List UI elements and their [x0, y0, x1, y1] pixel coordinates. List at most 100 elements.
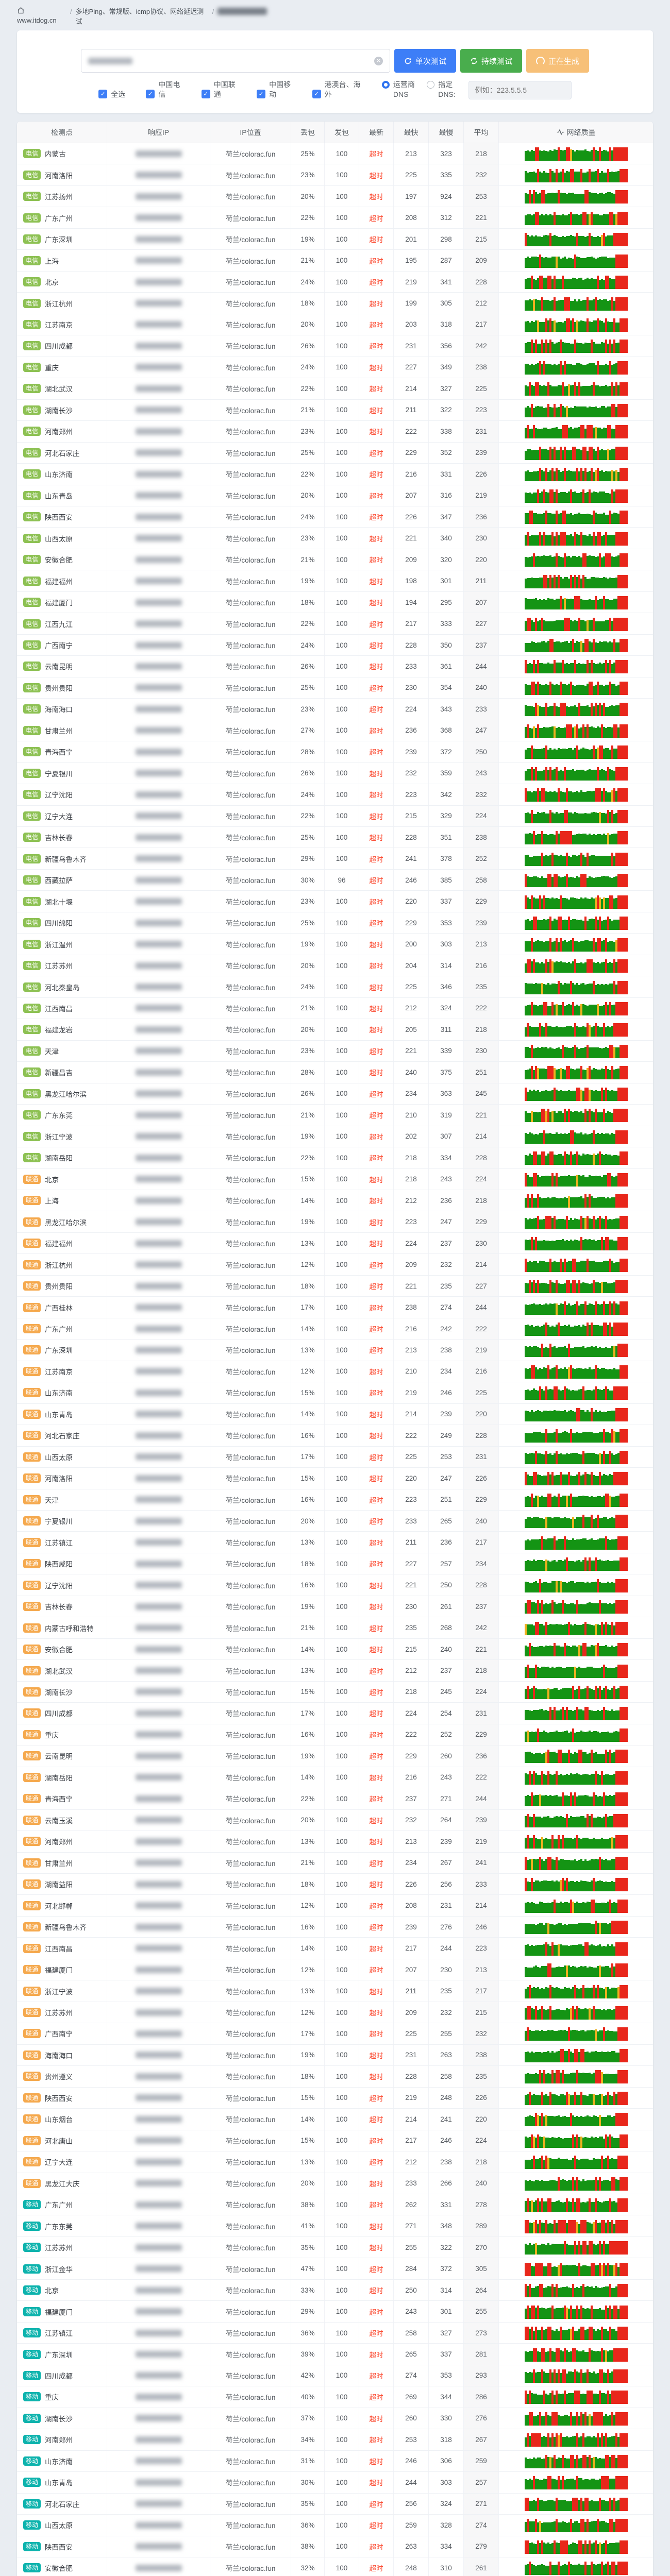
cell-loss: 14%	[291, 1190, 325, 1211]
cell-fastest: 218	[394, 1681, 429, 1703]
cell-response-ip	[107, 2322, 210, 2344]
cell-ip-location: 荷兰/colorac.fun	[210, 1724, 291, 1745]
cell-fastest: 231	[394, 2044, 429, 2066]
cell-average: 218	[464, 1660, 499, 1681]
cell-latest: 超时	[359, 1788, 394, 1809]
cell-network-quality	[499, 955, 653, 976]
carrier-badge: 联通	[23, 1623, 41, 1633]
cell-response-ip	[107, 1745, 210, 1767]
dns-isp-option[interactable]: 运营商DNS	[381, 80, 415, 99]
carrier-badge: 联通	[23, 2093, 41, 2103]
cell-response-ip	[107, 1895, 210, 1916]
network-quality-chart	[524, 702, 628, 717]
cell-network-quality	[499, 1574, 653, 1595]
cell-ip-location: 荷兰/colorac.fun	[210, 613, 291, 634]
response-ip-redacted	[135, 150, 182, 157]
network-quality-chart	[524, 2091, 628, 2105]
spinner-icon	[536, 56, 545, 65]
table-row: 联通 贵州贵阳 荷兰/colorac.fun 18% 100 超时 221 235 227	[17, 1275, 653, 1297]
network-quality-chart	[524, 1193, 628, 1208]
table-row: 联通 湖北武汉 荷兰/colorac.fun 13% 100 超时 212 237 218	[17, 1660, 653, 1682]
checkpoint-location: 山东济南	[45, 1389, 73, 1398]
cell-slowest: 295	[429, 591, 464, 613]
carrier-badge: 电信	[23, 768, 41, 778]
filter-telecom[interactable]: ✓ 中国电信	[146, 80, 180, 99]
dns-server-input[interactable]	[468, 81, 572, 99]
filter-mobile[interactable]: ✓ 中国移动	[257, 80, 291, 99]
header-checkpoint: 检测点	[17, 122, 107, 143]
checkbox-unicom[interactable]: ✓	[201, 90, 210, 98]
cell-average: 293	[464, 2365, 499, 2386]
table-row: 联通 广西南宁 荷兰/colorac.fun 17% 100 超时 225 255 232	[17, 2023, 653, 2045]
cell-response-ip	[107, 1532, 210, 1553]
cell-sent: 100	[325, 1553, 359, 1574]
site-name[interactable]: www.itdog.cn	[17, 16, 57, 24]
network-quality-chart	[524, 446, 628, 460]
radio-custom-dns[interactable]	[427, 81, 435, 89]
response-ip-redacted	[135, 1282, 182, 1290]
clear-input-icon[interactable]: ✕	[374, 56, 383, 65]
carrier-badge: 电信	[23, 256, 41, 265]
cell-response-ip	[107, 485, 210, 506]
cell-latest: 超时	[359, 1275, 394, 1297]
cell-slowest: 245	[429, 1681, 464, 1703]
cell-average: 214	[464, 1126, 499, 1147]
breadcrumb-home[interactable]: www.itdog.cn	[17, 7, 66, 25]
cell-loss: 34%	[291, 2429, 325, 2450]
cell-fastest: 197	[394, 185, 429, 207]
radio-isp-dns[interactable]	[381, 81, 390, 89]
cell-latest: 超时	[359, 1489, 394, 1510]
continuous-test-button[interactable]: 持续测试	[460, 49, 522, 73]
cell-ip-location: 荷兰/colorac.fun	[210, 2472, 291, 2493]
network-quality-chart	[524, 2005, 628, 2020]
cell-latest: 超时	[359, 228, 394, 250]
cell-checkpoint: 联通 新疆乌鲁木齐	[17, 1916, 107, 1938]
cell-sent: 100	[325, 2215, 359, 2236]
cell-fastest: 212	[394, 997, 429, 1019]
cell-sent: 100	[325, 185, 359, 207]
cell-average: 250	[464, 741, 499, 762]
dns-custom-option[interactable]: 指定DNS:	[427, 80, 457, 99]
cell-response-ip	[107, 912, 210, 934]
checkpoint-location: 陕西咸阳	[45, 1561, 73, 1569]
table-body: 电信 内蒙古 荷兰/colorac.fun 25% 100 超时 213 323 218 电信 河南…	[17, 143, 653, 2576]
generating-button[interactable]: 正在生成	[526, 49, 590, 73]
ping-target-input[interactable]: ✕	[80, 49, 390, 73]
filter-select-all[interactable]: ✓ 全选	[98, 90, 125, 99]
table-row: 电信 辽宁大连 荷兰/colorac.fun 22% 100 超时 215 329 224	[17, 805, 653, 827]
filter-mobile-label: 中国移动	[269, 80, 291, 98]
breadcrumb-page-title[interactable]: 多地Ping、常规版、icmp协议、网络延迟测试	[75, 8, 204, 25]
checkbox-select-all[interactable]: ✓	[98, 90, 108, 98]
carrier-badge: 电信	[23, 1131, 41, 1141]
checkbox-mobile[interactable]: ✓	[257, 90, 266, 98]
cell-loss: 12%	[291, 1254, 325, 1275]
cell-loss: 18%	[291, 1275, 325, 1297]
checkpoint-location: 山东济南	[45, 2458, 73, 2466]
filter-overseas[interactable]: ✓ 港澳台、海外	[312, 80, 361, 99]
filter-unicom[interactable]: ✓ 中国联通	[201, 80, 236, 99]
cell-fastest: 213	[394, 1831, 429, 1852]
network-quality-chart	[524, 531, 628, 546]
cell-average: 209	[464, 250, 499, 271]
cell-network-quality	[499, 2557, 653, 2576]
cell-ip-location: 荷兰/colorac.fun	[210, 2194, 291, 2215]
cell-sent: 100	[325, 934, 359, 955]
cell-ip-location: 荷兰/colorac.fun	[210, 2279, 291, 2301]
cell-average: 224	[464, 1681, 499, 1703]
cell-ip-location: 荷兰/colorac.fun	[210, 1831, 291, 1852]
checkbox-overseas[interactable]: ✓	[312, 90, 321, 98]
table-row: 电信 天津 荷兰/colorac.fun 23% 100 超时 221 339 230	[17, 1040, 653, 1062]
cell-sent: 100	[325, 485, 359, 506]
checkpoint-location: 贵州贵阳	[45, 1283, 73, 1291]
response-ip-redacted	[135, 2115, 182, 2123]
checkbox-telecom[interactable]: ✓	[146, 90, 155, 98]
carrier-badge: 移动	[23, 2285, 41, 2295]
cell-response-ip	[107, 1275, 210, 1297]
cell-loss: 14%	[291, 1318, 325, 1340]
cell-sent: 100	[325, 1468, 359, 1489]
checkpoint-location: 浙江宁波	[45, 1133, 73, 1141]
cell-average: 226	[464, 1468, 499, 1489]
network-quality-chart	[524, 2454, 628, 2468]
cell-loss: 28%	[291, 741, 325, 762]
single-test-button[interactable]: 单次测试	[394, 49, 456, 73]
